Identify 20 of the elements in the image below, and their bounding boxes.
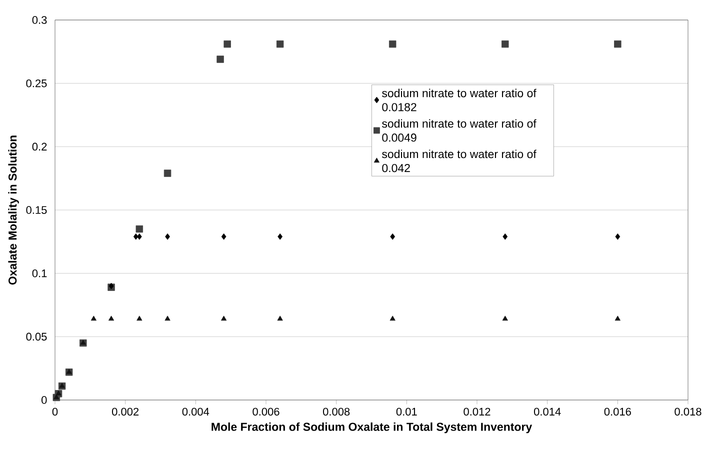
x-axis-title: Mole Fraction of Sodium Oxalate in Total System Inventory (212, 422, 532, 434)
legend-label: sodium nitrate to water ratio of 0.042 (382, 150, 536, 172)
x-tick-label: 0.008 (323, 408, 350, 416)
y-tick-label: 0 (42, 396, 47, 404)
x-tick-label: 0.014 (534, 408, 561, 416)
x-tick-label: 0.002 (112, 408, 139, 416)
x-tick-label: 0 (52, 408, 58, 416)
y-tick-label: 0.2 (32, 142, 47, 151)
y-tick-label: 0.25 (26, 79, 47, 88)
x-tick-label: 0.012 (464, 408, 490, 416)
x-tick-label: 0.004 (182, 408, 210, 416)
y-tick-label: 0.05 (26, 332, 47, 341)
y-tick-label: 0.3 (32, 16, 47, 24)
y-tick-label: 0.1 (32, 269, 47, 278)
x-tick-label: 0.018 (674, 408, 702, 416)
x-tick-label: 0.01 (396, 408, 417, 416)
y-tick-label: 0.15 (26, 206, 47, 214)
x-tick-label: 0.006 (252, 408, 280, 416)
y-axis-title: Oxalate Molality in Solution (8, 136, 19, 285)
x-tick-label: 0.016 (604, 408, 631, 416)
